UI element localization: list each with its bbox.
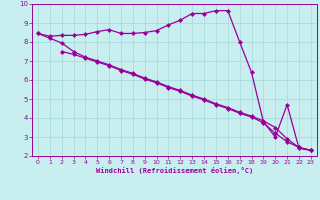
X-axis label: Windchill (Refroidissement éolien,°C): Windchill (Refroidissement éolien,°C) bbox=[96, 167, 253, 174]
